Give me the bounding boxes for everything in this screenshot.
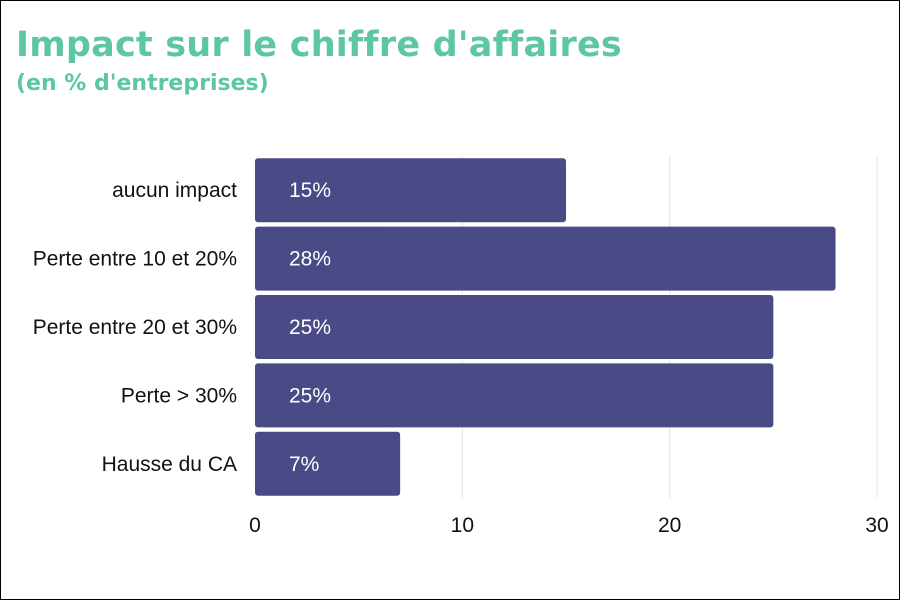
bar-data-label: 25% (289, 384, 331, 407)
bar (255, 431, 401, 496)
y-category-label: Perte entre 20 et 30% (33, 316, 237, 339)
bar-data-label: 25% (289, 316, 331, 339)
chart-subtitle: (en % d'entreprises) (16, 71, 269, 96)
bar-data-label: 7% (289, 453, 319, 476)
bar (255, 226, 836, 291)
bar (255, 295, 774, 359)
x-tick-label: 0 (249, 514, 261, 537)
bar-data-label: 28% (289, 248, 331, 271)
x-tick-label: 10 (451, 514, 474, 537)
bar (255, 363, 774, 428)
bar (255, 158, 566, 223)
x-tick-label: 20 (658, 514, 681, 537)
chart-title: Impact sur le chiffre d'affaires (16, 25, 622, 65)
y-category-label: aucun impact (112, 179, 237, 202)
x-tick-label: 30 (865, 514, 888, 537)
y-category-label: Hausse du CA (102, 453, 237, 476)
bar-data-label: 15% (289, 179, 331, 202)
y-category-label: Perte > 30% (121, 384, 237, 407)
y-category-label: Perte entre 10 et 20% (33, 248, 237, 271)
